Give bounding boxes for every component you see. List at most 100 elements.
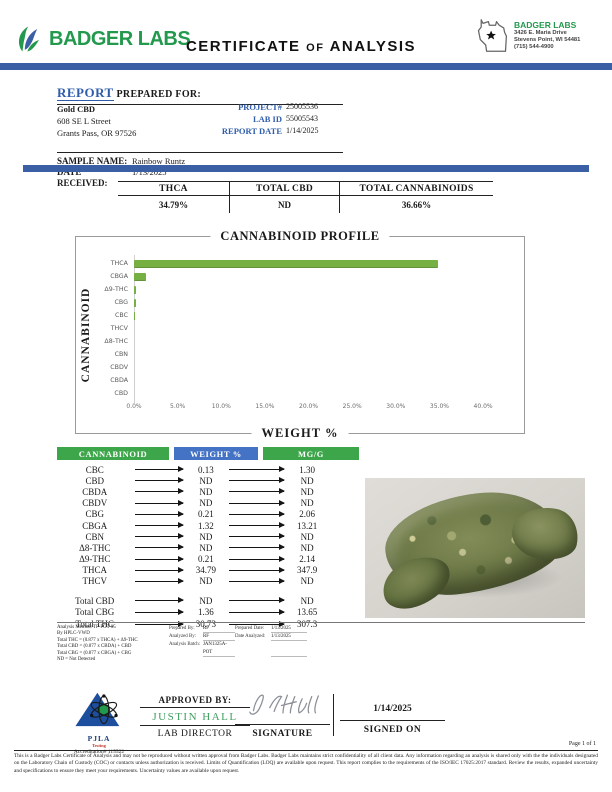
mg-per-g-value: ND: [300, 486, 314, 497]
signature-image: [248, 694, 319, 715]
meta-label: Date Analyzed:: [235, 634, 266, 640]
arrow-icon: [228, 488, 285, 495]
arrow-icon: [135, 544, 184, 551]
table-row: THCV ND ND: [57, 576, 327, 587]
chart-bar-track: [134, 348, 518, 361]
report-heading: REPORT PREPARED FOR:: [57, 84, 343, 105]
chart-plot-area: THCA CBGA Δ9-THC CBG CBC THCV Δ8-THC CBN CBDV CBD…: [82, 257, 518, 400]
arrow-icon: [135, 477, 184, 484]
lab-address-block: BADGER LABS 3426 E. Maria Drive Stevens …: [474, 14, 602, 58]
chart-bar: [134, 298, 136, 307]
pjla-accreditation-block: PJLA Testing Accreditation# 115522: [54, 690, 144, 755]
column-header-cannabinoid: CANNABINOID: [57, 447, 169, 460]
title-word: ANALYSIS: [329, 38, 417, 55]
report-date-value: 1/14/2025: [286, 126, 319, 135]
analyte-name: CBGA: [82, 520, 108, 531]
chart-x-tick: 40.0%: [473, 403, 493, 410]
chart-x-axis-ticks: 0.0% 5.0% 10.0% 15.0% 20.0% 25.0% 30.0% 35.0% 40…: [126, 403, 518, 413]
approver-title: LAB DIRECTOR: [157, 729, 233, 739]
summary-header: THCA: [118, 182, 229, 196]
title-of: OF: [306, 42, 325, 54]
weight-percent-value: ND: [199, 486, 213, 497]
table-row: THCA 34.79 347.9: [57, 565, 327, 576]
arrow-icon: [228, 597, 285, 604]
weight-percent-value: 1.36: [198, 607, 214, 618]
table-row: CBD ND ND: [57, 475, 327, 486]
lab-address-line1: 3426 E. Maria Drive: [514, 30, 567, 36]
chart-x-axis-label: WEIGHT %: [251, 426, 349, 441]
potency-summary-table: THCA 34.79% TOTAL CBD ND TOTAL CANNABINO…: [118, 181, 493, 213]
signed-on-block: 1/14/2025 SIGNED ON: [340, 690, 445, 735]
mg-per-g-value: 13.21: [297, 520, 318, 531]
chart-bar-track: [134, 387, 518, 400]
table-row: CBC 0.13 1.30: [57, 464, 327, 475]
weight-percent-value: 0.13: [198, 464, 214, 475]
chart-axis-line: [134, 255, 135, 403]
arrow-icon: [228, 608, 285, 615]
summary-col-total-cannabinoids: TOTAL CANNABINOIDS 36.66%: [340, 182, 493, 213]
report-heading-suffix: PREPARED FOR:: [113, 89, 202, 100]
chart-row: CBD: [82, 387, 518, 400]
client-info: Gold CBD 608 SE L Street Grants Pass, OR…: [57, 103, 136, 139]
analyte-name: CBDA: [82, 486, 108, 497]
chart-bar-track: [134, 296, 518, 309]
chart-category-label: Δ9-THC: [104, 286, 128, 293]
weight-percent-value: ND: [199, 475, 213, 486]
analyte-name: THCA: [82, 565, 107, 576]
arrow-icon: [228, 477, 285, 484]
table-row: CBN ND ND: [57, 531, 327, 542]
project-label: PROJECT#: [238, 102, 282, 112]
signed-on-date: 1/14/2025: [373, 704, 412, 714]
weight-percent-value: 0.21: [198, 554, 214, 565]
arrow-icon: [228, 566, 285, 573]
report-heading-word: REPORT: [57, 85, 114, 101]
method-notes: Analysis Method: TP-POT-05 By HPLC-VWD Tot…: [57, 625, 162, 663]
arrow-icon: [135, 533, 184, 540]
chart-bar-track: [134, 361, 518, 374]
table-total-row: Total CBD ND ND: [57, 595, 327, 607]
mg-per-g-value: ND: [300, 498, 314, 509]
weight-percent-value: 34.79: [195, 565, 217, 576]
column-header-mgg: MG/G: [263, 447, 359, 460]
report-date-row: REPORT DATE 1/14/2025: [200, 125, 343, 137]
lab-id-label: LAB ID: [252, 114, 282, 124]
weight-percent-value: ND: [199, 576, 213, 587]
section-divider-bar: [23, 165, 589, 172]
chart-category-label: CBD: [114, 390, 128, 397]
arrow-icon: [228, 555, 285, 562]
brand-logo-left: BADGER LABS: [14, 24, 191, 54]
project-number: 25005536: [286, 102, 318, 111]
chart-category-label: CBG: [114, 299, 129, 306]
chart-category-label: CBGA: [110, 273, 128, 280]
sample-name-label: SAMPLE NAME:: [57, 156, 128, 166]
method-note: ND = Not Detected: [57, 657, 96, 663]
arrow-icon: [135, 466, 184, 473]
arrow-icon: [228, 577, 285, 584]
meta-value: RF: [203, 633, 235, 642]
chart-row: CBC: [82, 309, 518, 322]
date-received-row: DATE RECEIVED: 1/13/2025: [57, 167, 343, 189]
lab-id-value: 55005543: [286, 114, 318, 123]
table-row: CBDA ND ND: [57, 486, 327, 497]
arrow-icon: [135, 522, 184, 529]
summary-header: TOTAL CANNABINOIDS: [340, 182, 493, 196]
date-received-value: 1/13/2025: [132, 167, 167, 177]
date-received-label: DATE RECEIVED:: [57, 167, 108, 188]
arrow-icon: [228, 466, 285, 473]
table-row: CBG 0.21 2.06: [57, 509, 327, 520]
badger-leaf-icon: [18, 26, 39, 52]
chart-x-tick: 15.0%: [255, 403, 275, 410]
chart-row: CBGA: [82, 270, 518, 283]
brand-name: BADGER LABS: [49, 27, 191, 50]
weight-percent-value: 30.73: [195, 619, 217, 630]
mg-per-g-value: 13.65: [297, 607, 318, 618]
arrow-icon: [135, 566, 184, 573]
table-totals: Total CBD ND ND Total CBG 1.36 13.65 Total THC…: [57, 595, 363, 630]
methods-block: Analysis Method: TP-POT-05 By HPLC-VWD Tot…: [57, 622, 585, 663]
page-number: Page 1 of 1: [568, 741, 596, 747]
method-note: Total THC = (0.877 x THCA) + Δ9-THC: [57, 637, 138, 643]
chart-bar-track: [134, 322, 518, 335]
signature-line: [235, 724, 330, 725]
analyte-name: Total CBD: [75, 595, 115, 606]
